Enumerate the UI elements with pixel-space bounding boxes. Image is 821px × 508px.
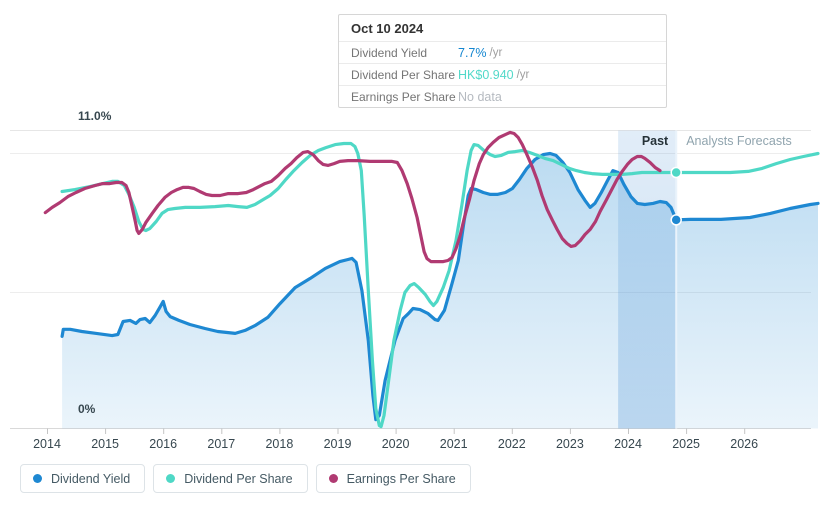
tooltip-row-dividend-yield: Dividend Yield 7.7% /yr: [339, 41, 666, 63]
x-tick-label: 2021: [439, 437, 468, 451]
x-tick-label: 2017: [207, 437, 236, 451]
x-tick-label: 2025: [672, 437, 700, 451]
x-tick-label: 2018: [265, 437, 294, 451]
x-tick-label: 2014: [33, 437, 61, 451]
legend-dot-earnings-per-share: [328, 474, 338, 483]
tooltip-date: Oct 10 2024: [351, 21, 424, 36]
legend-item-dividend-yield[interactable]: Dividend Yield: [20, 464, 146, 493]
past-region-label: Past: [641, 134, 669, 148]
hover-dot-dividend-yield[interactable]: [670, 214, 682, 226]
hover-dot-dividend-per-share[interactable]: [670, 166, 682, 179]
series-lines: [43, 130, 820, 429]
x-tick-label: 2023: [555, 437, 584, 451]
x-tick-label: 2026: [730, 437, 759, 451]
tooltip-row-earnings-per-share: Earnings Per Share No data: [339, 85, 666, 107]
x-tick-label: 2022: [497, 437, 526, 451]
series-end-dots: [670, 166, 682, 226]
tooltip-value-earnings-per-share: No data: [458, 89, 502, 104]
legend-item-earnings-per-share[interactable]: Earnings Per Share: [315, 464, 471, 493]
tooltip-row-dividend-per-share: Dividend Per Share HK$0.940 /yr: [339, 63, 666, 85]
tooltip-value-dividend-per-share: HK$0.940: [458, 67, 514, 82]
legend-dot-dividend-yield: [33, 474, 42, 483]
series-line-earnings-per-share[interactable]: [43, 130, 662, 264]
x-tick-label: 2015: [91, 437, 119, 451]
series-line-dividend-per-share[interactable]: [60, 141, 820, 429]
legend-item-dividend-per-share[interactable]: Dividend Per Share: [153, 464, 308, 493]
x-tick-label: 2020: [381, 437, 410, 451]
series-line-dividend-yield[interactable]: [60, 151, 820, 422]
y-axis-max-label: 11.0%: [78, 109, 112, 123]
chart-legend: Dividend Yield Dividend Per Share Earnin…: [20, 464, 471, 493]
legend-dot-dividend-per-share: [166, 474, 176, 483]
tooltip-value-dividend-yield: 7.7%: [458, 45, 487, 60]
analysts-forecasts-region-label: Analysts Forecasts: [686, 134, 792, 148]
past-year-band: [618, 130, 677, 429]
x-tick-label: 2016: [149, 437, 178, 451]
y-axis-min-label: 0%: [78, 402, 96, 416]
chart-tooltip: Oct 10 2024 Dividend Yield 7.7% /yr Divi…: [338, 14, 667, 108]
past-highlight-band: [618, 130, 678, 429]
x-tick-label: 2019: [323, 437, 352, 451]
x-tick-label: 2024: [614, 437, 642, 451]
